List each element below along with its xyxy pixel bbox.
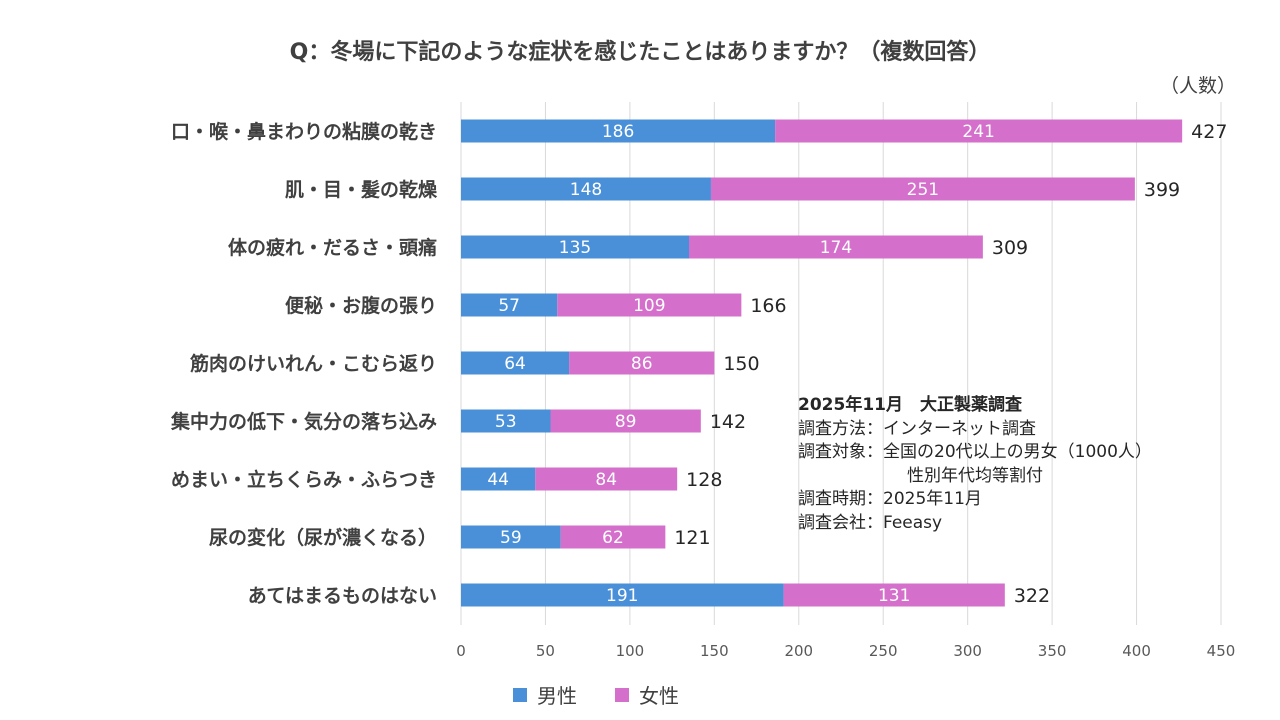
x-tick-label: 100 <box>616 642 645 660</box>
bar-segment-male <box>461 583 784 607</box>
unit-label: （人数） <box>1159 75 1236 97</box>
legend-swatch-female <box>615 687 629 702</box>
total-label: 399 <box>1144 179 1180 201</box>
data-label: 64 <box>504 354 526 374</box>
data-label: 174 <box>820 238 852 258</box>
category-label: 肌・目・髪の乾燥 <box>285 178 438 201</box>
data-label: 148 <box>570 180 602 200</box>
x-tick-label: 150 <box>700 642 729 660</box>
data-label: 53 <box>495 412 517 432</box>
bar-segment-male <box>461 177 711 201</box>
legend-swatch-male <box>513 687 527 702</box>
x-tick-label: 50 <box>536 642 555 660</box>
note-line: 調査方法：インターネット調査 <box>798 418 1036 439</box>
category-label: 集中力の低下・気分の落ち込み <box>170 410 437 433</box>
data-label: 131 <box>878 586 910 606</box>
total-label: 142 <box>710 411 746 433</box>
category-label: 体の疲れ・だるさ・頭痛 <box>228 236 437 259</box>
bar-segment-female <box>775 119 1183 143</box>
legend-item-male: 男性 <box>513 680 577 709</box>
bar-segment-male <box>461 467 536 491</box>
note-heading: 2025年11月 大正製薬調査 <box>798 395 1022 415</box>
bar-segment-female <box>560 525 666 549</box>
category-label: めまい・立ちくらみ・ふらつき <box>171 468 437 491</box>
data-label: 135 <box>559 238 591 258</box>
data-label: 57 <box>498 296 520 316</box>
total-label: 121 <box>674 527 710 549</box>
bar-segment-male <box>461 351 570 375</box>
data-label: 44 <box>487 470 509 490</box>
note-line: 調査対象：全国の20代以上の男女（1000人） <box>798 442 1152 462</box>
bar-segment-female <box>550 409 701 433</box>
bar-segment-female <box>557 293 742 317</box>
bar-segment-male <box>461 119 776 143</box>
note-line: 性別年代均等割付 <box>907 465 1043 486</box>
category-label: あてはまるものはない <box>248 585 437 607</box>
x-tick-label: 300 <box>953 642 982 660</box>
legend-label-female: 女性 <box>639 684 679 708</box>
data-label: 59 <box>500 528 522 548</box>
bar-segment-female <box>783 583 1005 607</box>
x-tick-label: 450 <box>1207 642 1236 660</box>
note-line: 調査時期：2025年11月 <box>798 489 982 509</box>
total-label: 427 <box>1191 121 1227 143</box>
data-label: 86 <box>631 354 653 374</box>
bar-segment-male <box>461 525 561 549</box>
x-tick-label: 250 <box>869 642 898 660</box>
data-label: 109 <box>633 296 665 316</box>
data-label: 186 <box>602 122 634 142</box>
bar-segment-female <box>569 351 715 375</box>
total-label: 309 <box>992 237 1028 259</box>
x-tick-label: 0 <box>456 642 466 660</box>
category-label: 口・喉・鼻まわりの粘膜の乾き <box>171 120 437 143</box>
data-label: 251 <box>907 180 939 200</box>
data-label: 191 <box>606 586 638 606</box>
bar-segment-male <box>461 235 689 259</box>
bar-segment-female <box>710 177 1135 201</box>
survey-note: 2025年11月 大正製薬調査 調査方法：インターネット調査 調査対象：全国の2… <box>798 394 1152 535</box>
total-label: 150 <box>723 353 759 375</box>
bar-segment-male <box>461 293 558 317</box>
bar-segment-male <box>461 409 551 433</box>
category-label: 便秘・お腹の張り <box>285 294 437 317</box>
total-label: 166 <box>750 295 786 317</box>
x-tick-label: 350 <box>1038 642 1067 660</box>
data-label: 241 <box>962 122 994 142</box>
legend: 男性 女性 <box>513 680 679 709</box>
category-label: 尿の変化（尿が濃くなる） <box>209 526 437 549</box>
data-label: 89 <box>615 412 637 432</box>
legend-label-male: 男性 <box>537 684 577 708</box>
note-line: 調査会社：Feeasy <box>798 512 943 533</box>
total-label: 322 <box>1014 585 1050 607</box>
x-tick-label: 200 <box>784 642 813 660</box>
chart-title: Q：冬場に下記のような症状を感じたことはありますか？（複数回答） <box>289 40 991 65</box>
data-label: 84 <box>595 470 617 490</box>
bar-segment-female <box>689 235 983 259</box>
x-tick-label: 400 <box>1122 642 1151 660</box>
category-label: 筋肉のけいれん・こむら返り <box>190 352 437 375</box>
bar-segment-female <box>535 467 678 491</box>
total-label: 128 <box>686 469 722 491</box>
legend-item-female: 女性 <box>615 680 679 709</box>
data-label: 62 <box>602 528 624 548</box>
